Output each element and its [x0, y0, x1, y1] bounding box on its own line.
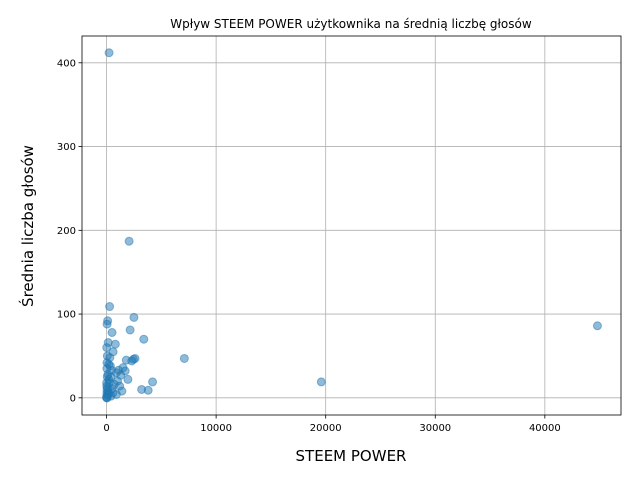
- data-point: [316, 377, 326, 387]
- axis-ticks: 0 10000 20000 30000 40000 0 100 200 300 400: [57, 58, 561, 434]
- y-tick-label: 0: [70, 393, 76, 404]
- data-point: [123, 374, 133, 384]
- y-tick-label: 100: [57, 310, 76, 321]
- data-point: [104, 48, 114, 58]
- data-points: [102, 48, 602, 403]
- data-point: [121, 355, 131, 365]
- data-point: [107, 327, 117, 337]
- data-point: [105, 302, 115, 312]
- data-point: [143, 385, 153, 395]
- data-point: [124, 236, 134, 246]
- data-point: [106, 365, 116, 375]
- y-tick-label: 300: [57, 142, 76, 153]
- chart-title: Wpływ STEEM POWER użytkownika na średnią…: [170, 17, 532, 31]
- data-point: [148, 377, 158, 387]
- x-tick-label: 10000: [200, 423, 232, 434]
- x-tick-label: 20000: [310, 423, 342, 434]
- data-point: [125, 325, 135, 335]
- data-point: [592, 321, 602, 331]
- x-tick-label: 30000: [419, 423, 451, 434]
- data-point: [129, 312, 139, 322]
- grid-lines: [82, 36, 621, 415]
- data-point: [139, 334, 149, 344]
- y-axis-label: Średnia liczba głosów: [18, 145, 37, 307]
- x-tick-label: 0: [103, 423, 109, 434]
- data-point: [102, 319, 112, 329]
- data-point: [104, 389, 114, 399]
- plot-frame: [81, 35, 622, 416]
- y-tick-label: 200: [57, 226, 76, 237]
- data-point: [102, 378, 112, 388]
- data-point: [102, 343, 112, 353]
- y-tick-label: 400: [57, 58, 76, 69]
- x-tick-label: 40000: [529, 423, 561, 434]
- x-axis-label: STEEM POWER: [296, 447, 407, 465]
- data-point: [179, 353, 189, 363]
